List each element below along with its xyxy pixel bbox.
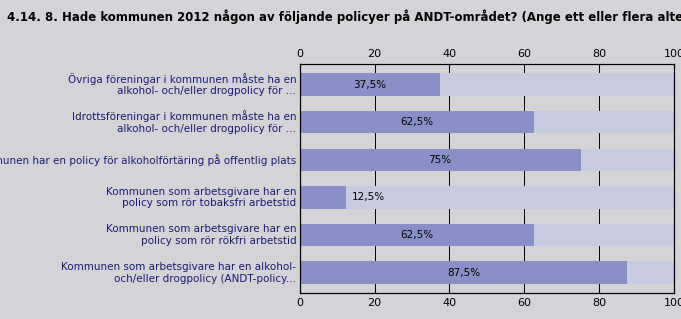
Bar bbox=[300, 262, 674, 284]
Text: 87,5%: 87,5% bbox=[447, 268, 480, 278]
Bar bbox=[300, 111, 674, 133]
Text: 62,5%: 62,5% bbox=[400, 117, 433, 127]
Bar bbox=[300, 186, 347, 209]
Bar bbox=[300, 224, 674, 246]
Text: Kommunen som arbetsgivare har en
policy som rör rökfri arbetstid: Kommunen som arbetsgivare har en policy … bbox=[106, 224, 296, 246]
Bar bbox=[300, 262, 627, 284]
Text: 4.14. 8. Hade kommunen 2012 någon av följande policyer på ANDT-området? (Ange et: 4.14. 8. Hade kommunen 2012 någon av föl… bbox=[7, 10, 681, 24]
Bar bbox=[300, 73, 440, 96]
Text: Kommunen som arbetsgivare har en alkohol-
och/eller drogpolicy (ANDT-policy...: Kommunen som arbetsgivare har en alkohol… bbox=[61, 262, 296, 284]
Text: 37,5%: 37,5% bbox=[353, 79, 386, 90]
Text: 12,5%: 12,5% bbox=[352, 192, 385, 203]
Text: Kommunen har en policy för alkoholförtäring på offentlig plats: Kommunen har en policy för alkoholförtär… bbox=[0, 154, 296, 166]
Text: Kommunen som arbetsgivare har en
policy som rör tobaksfri arbetstid: Kommunen som arbetsgivare har en policy … bbox=[106, 187, 296, 208]
Text: Övriga föreningar i kommunen måste ha en
alkohol- och/eller drogpolicy för ...: Övriga föreningar i kommunen måste ha en… bbox=[67, 73, 296, 96]
Text: 75%: 75% bbox=[428, 155, 452, 165]
Bar bbox=[300, 149, 580, 171]
Text: 62,5%: 62,5% bbox=[400, 230, 433, 240]
Bar bbox=[300, 224, 534, 246]
Bar bbox=[300, 111, 534, 133]
Bar bbox=[300, 186, 674, 209]
Bar bbox=[300, 149, 674, 171]
Text: Idrottsföreningar i kommunen måste ha en
alkohol- och/eller drogpolicy för ...: Idrottsföreningar i kommunen måste ha en… bbox=[72, 110, 296, 134]
Bar bbox=[300, 73, 674, 96]
